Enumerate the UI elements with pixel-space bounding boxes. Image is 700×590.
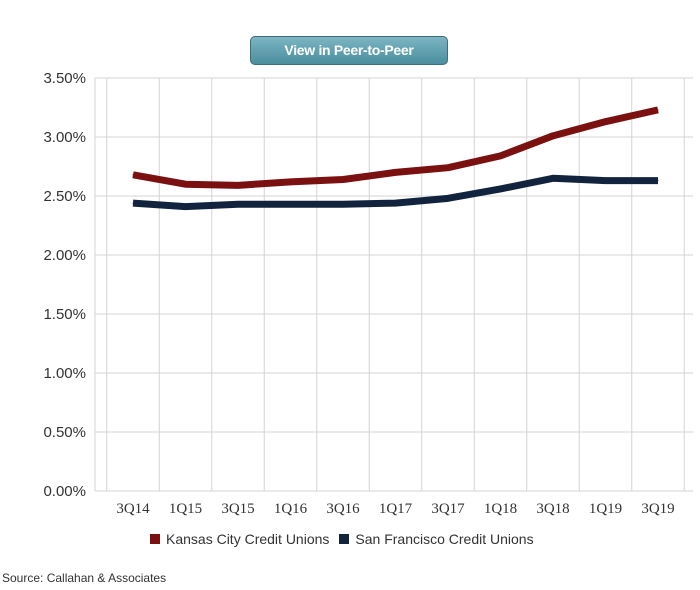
data-point — [395, 171, 396, 173]
legend-item-kansas-city[interactable]: Kansas City Credit Unions — [150, 531, 329, 547]
y-tick-label: 2.50% — [43, 188, 86, 205]
y-tick-label: 0.50% — [43, 424, 86, 441]
data-point — [500, 155, 501, 157]
x-tick-label: 1Q18 — [484, 501, 517, 517]
data-point — [132, 174, 134, 176]
y-axis-ticks: 0.00% 0.50% 1.00% 1.50% 2.00% 2.50% 3.00% 3.50% — [43, 70, 86, 500]
data-point — [290, 203, 291, 205]
x-axis-ticks: 3Q14 1Q15 3Q15 1Q16 3Q16 1Q17 3Q17 1Q18 3Q18 1Q19… — [116, 501, 674, 517]
x-tick-label: 3Q14 — [116, 501, 150, 517]
y-tick-label: 3.00% — [43, 129, 86, 146]
x-tick-label: 3Q15 — [221, 501, 254, 517]
data-point — [237, 184, 239, 186]
y-tick-label: 0.00% — [43, 483, 86, 500]
data-point — [342, 203, 344, 205]
x-tick-label: 1Q17 — [379, 501, 413, 517]
view-in-peer-to-peer-button[interactable]: View in Peer-to-Peer — [250, 36, 448, 65]
data-point — [395, 202, 396, 204]
legend-label-kansas-city: Kansas City Credit Unions — [166, 531, 330, 547]
chart-legend: Kansas City Credit Unions San Francisco … — [150, 531, 534, 547]
legend-label-san-francisco: San Francisco Credit Unions — [355, 531, 534, 547]
data-point — [185, 206, 186, 208]
x-tick-label: 1Q16 — [274, 501, 308, 517]
data-point — [605, 180, 606, 182]
legend-item-san-francisco[interactable]: San Francisco Credit Unions — [339, 531, 534, 547]
data-point — [237, 203, 239, 205]
y-tick-label: 2.00% — [43, 247, 86, 264]
source-note: Source: Callahan & Associates — [2, 571, 167, 585]
y-tick-label: 1.50% — [43, 306, 86, 323]
x-tick-label: 1Q15 — [169, 501, 202, 517]
y-tick-label: 3.50% — [43, 70, 86, 87]
data-point — [605, 121, 606, 123]
legend-swatch-kansas-city — [150, 534, 160, 544]
legend-swatch-san-francisco — [339, 534, 350, 544]
data-point — [132, 202, 134, 204]
x-tick-label: 3Q18 — [536, 501, 569, 517]
y-tick-label: 1.00% — [43, 365, 86, 382]
line-chart: 0.00% 0.50% 1.00% 1.50% 2.00% 2.50% 3.00% 3.50%… — [43, 70, 693, 517]
x-tick-label: 1Q19 — [589, 501, 622, 517]
data-point — [657, 109, 659, 111]
data-point — [447, 167, 449, 169]
data-point — [185, 183, 186, 185]
chart-grid — [94, 77, 693, 492]
x-tick-label: 3Q16 — [326, 501, 360, 517]
data-point — [290, 181, 291, 183]
data-point — [447, 197, 449, 199]
data-point — [342, 178, 344, 180]
data-point — [500, 188, 501, 190]
x-tick-label: 3Q17 — [431, 501, 465, 517]
data-point — [552, 135, 554, 137]
x-tick-label: 3Q19 — [641, 501, 674, 517]
data-point — [552, 177, 554, 179]
chart-series — [132, 106, 659, 211]
data-point — [657, 180, 659, 182]
